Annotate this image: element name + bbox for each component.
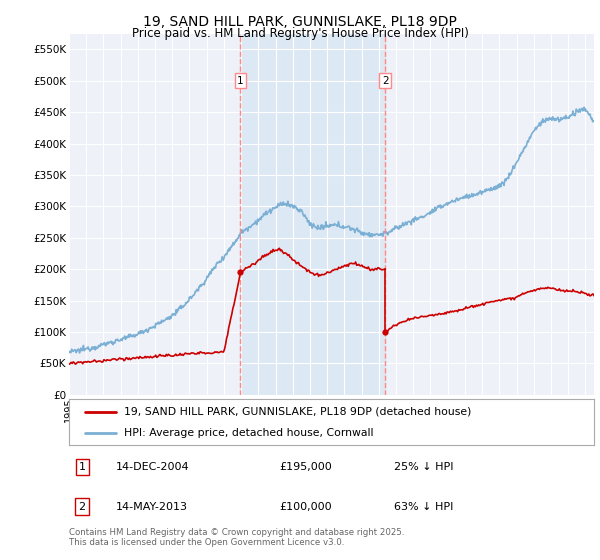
Text: HPI: Average price, detached house, Cornwall: HPI: Average price, detached house, Corn… <box>124 428 374 438</box>
Text: 19, SAND HILL PARK, GUNNISLAKE, PL18 9DP (detached house): 19, SAND HILL PARK, GUNNISLAKE, PL18 9DP… <box>124 407 472 417</box>
Text: Price paid vs. HM Land Registry's House Price Index (HPI): Price paid vs. HM Land Registry's House … <box>131 27 469 40</box>
Text: 2: 2 <box>382 76 389 86</box>
Text: 1: 1 <box>237 76 244 86</box>
Text: 63% ↓ HPI: 63% ↓ HPI <box>395 502 454 512</box>
Text: £100,000: £100,000 <box>279 502 332 512</box>
Text: 14-DEC-2004: 14-DEC-2004 <box>116 461 190 472</box>
Text: 14-MAY-2013: 14-MAY-2013 <box>116 502 188 512</box>
Bar <box>241 34 385 395</box>
Text: 1: 1 <box>79 461 86 472</box>
Text: 19, SAND HILL PARK, GUNNISLAKE, PL18 9DP: 19, SAND HILL PARK, GUNNISLAKE, PL18 9DP <box>143 15 457 29</box>
Text: £195,000: £195,000 <box>279 461 332 472</box>
Text: 25% ↓ HPI: 25% ↓ HPI <box>395 461 454 472</box>
Text: Contains HM Land Registry data © Crown copyright and database right 2025.
This d: Contains HM Land Registry data © Crown c… <box>69 528 404 547</box>
Text: 2: 2 <box>79 502 86 512</box>
